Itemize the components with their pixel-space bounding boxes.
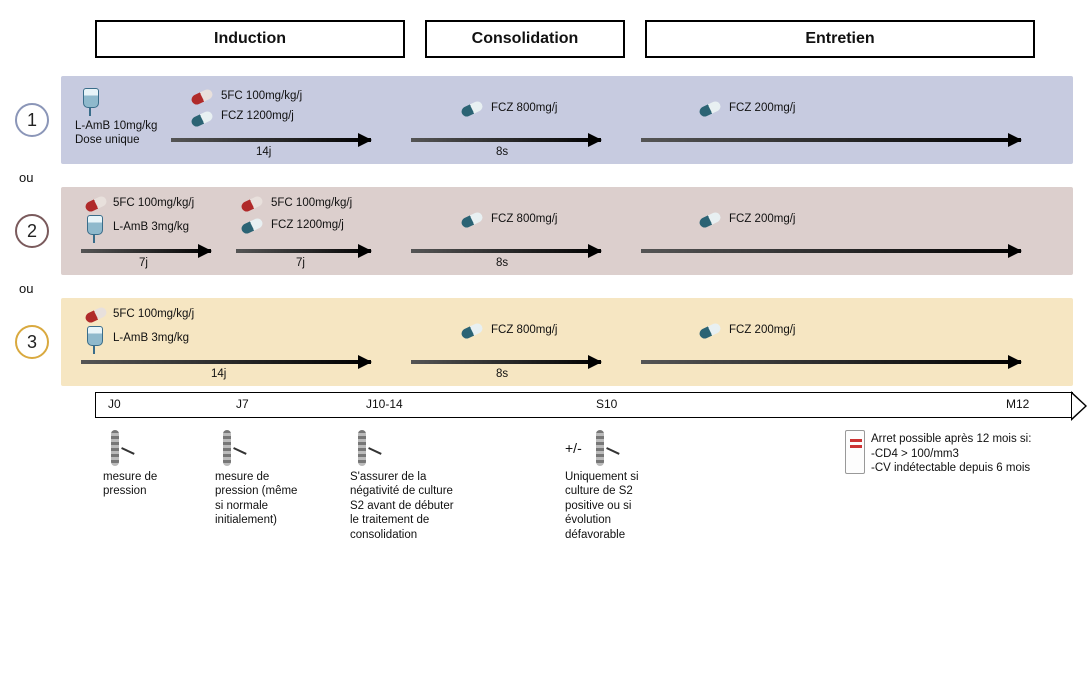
regimen-band-3: 5FC 100mg/kg/j L-AmB 3mg/kg 14j FCZ 800mg/j…	[61, 298, 1073, 386]
pill-red-icon	[240, 195, 264, 213]
ivbag-icon	[85, 324, 103, 354]
footer-row: mesure depressionmesure depression (même…	[95, 430, 1073, 550]
duration-label: 14j	[256, 146, 271, 158]
regimen-area: 1 L-AmB 10mg/kg Dose unique 5FC 100mg/kg/j F…	[15, 76, 1073, 386]
pill-teal-icon	[698, 100, 722, 118]
drug-label: FCZ 1200mg/j	[271, 219, 344, 231]
drug-label: FCZ 800mg/j	[491, 213, 557, 225]
drug-label: 5FC 100mg/kg/j	[113, 197, 194, 209]
duration-arrow	[641, 249, 1021, 253]
pill-red-icon	[84, 306, 108, 324]
regimen-number-1: 1	[15, 103, 49, 137]
pill-red-icon	[190, 88, 214, 106]
footer-item: Arret possible après 12 mois si:-CD4 > 1…	[845, 430, 1085, 478]
duration-arrow	[411, 249, 601, 253]
pill-teal-icon	[240, 217, 264, 235]
phase-induction: Induction	[95, 20, 405, 58]
footer-text-line: négativité de culture	[350, 484, 453, 498]
separator-ou: ou	[19, 281, 1073, 296]
footer-text-line: défavorable	[565, 528, 625, 542]
ivbag-icon	[81, 86, 99, 116]
drug-label: FCZ 1200mg/j	[221, 110, 294, 122]
regimen-row-3: 3 5FC 100mg/kg/j L-AmB 3mg/kg 14j FCZ 800mg/…	[15, 298, 1073, 386]
timeline-tick: J7	[236, 397, 249, 411]
duration-arrow	[171, 138, 371, 142]
drug-label: FCZ 200mg/j	[729, 102, 795, 114]
drug-label: L-AmB 3mg/kg	[113, 221, 189, 233]
timeline-tick: J10-14	[366, 397, 403, 411]
footer-item: mesure depression	[103, 430, 203, 499]
footer-text-line: S'assurer de la	[350, 470, 426, 484]
regimen-number-3: 3	[15, 325, 49, 359]
lumbar-puncture-icon	[215, 430, 241, 466]
footer-text-line: consolidation	[350, 528, 417, 542]
footer-text: Arret possible après 12 mois si:-CD4 > 1…	[871, 432, 1031, 475]
duration-label: 8s	[496, 257, 508, 269]
regimen-band-1: L-AmB 10mg/kg Dose unique 5FC 100mg/kg/j FC…	[61, 76, 1073, 164]
footer-text-line: mesure de	[215, 470, 269, 484]
duration-arrow	[641, 138, 1021, 142]
regimen-row-1: 1 L-AmB 10mg/kg Dose unique 5FC 100mg/kg/j F…	[15, 76, 1073, 164]
drug-label: FCZ 800mg/j	[491, 102, 557, 114]
duration-arrow	[81, 249, 211, 253]
drug-label: FCZ 800mg/j	[491, 324, 557, 336]
drug-label: 5FC 100mg/kg/j	[271, 197, 352, 209]
plus-minus-label: +/-	[565, 440, 582, 458]
timeline-tick: S10	[596, 397, 617, 411]
footer-text-line: pression	[103, 484, 146, 498]
timeline-axis: J0 J7 J10-14 S10 M12	[95, 392, 1073, 418]
drug-label: Dose unique	[75, 134, 140, 146]
drug-label: 5FC 100mg/kg/j	[221, 90, 302, 102]
pill-red-icon	[84, 195, 108, 213]
timeline-tick: J0	[108, 397, 121, 411]
duration-label: 8s	[496, 146, 508, 158]
pill-teal-icon	[460, 100, 484, 118]
duration-arrow	[236, 249, 371, 253]
footer-text-line: positive ou si	[565, 499, 631, 513]
duration-label: 14j	[211, 368, 226, 380]
footer-text-line: mesure de	[103, 470, 157, 484]
pill-teal-icon	[460, 211, 484, 229]
duration-label: 8s	[496, 368, 508, 380]
drug-label: L-AmB 10mg/kg	[75, 120, 157, 132]
footer-item: S'assurer de lanégativité de cultureS2 a…	[350, 430, 500, 542]
test-strip-icon	[845, 430, 865, 474]
duration-arrow	[411, 138, 601, 142]
duration-arrow	[641, 360, 1021, 364]
footer-text-line: culture de S2	[565, 484, 633, 498]
duration-label: 7j	[139, 257, 148, 269]
duration-arrow	[81, 360, 371, 364]
footer-text-line: initialement)	[215, 513, 277, 527]
phase-consolidation: Consolidation	[425, 20, 625, 58]
separator-ou: ou	[19, 170, 1073, 185]
footer-text-line: pression (même	[215, 484, 297, 498]
regimen-band-2: 5FC 100mg/kg/j L-AmB 3mg/kg 7j 5FC 100mg/kg…	[61, 187, 1073, 275]
pill-teal-icon	[698, 322, 722, 340]
duration-arrow	[411, 360, 601, 364]
footer-text-line: le traitement de	[350, 513, 429, 527]
regimen-number-2: 2	[15, 214, 49, 248]
lumbar-puncture-icon	[350, 430, 376, 466]
pill-teal-icon	[190, 110, 214, 128]
pill-teal-icon	[460, 322, 484, 340]
phase-headers: Induction Consolidation Entretien	[95, 20, 1073, 58]
footer-item: mesure depression (mêmesi normaleinitial…	[215, 430, 345, 528]
drug-label: 5FC 100mg/kg/j	[113, 308, 194, 320]
drug-label: L-AmB 3mg/kg	[113, 332, 189, 344]
footer-text-line: S2 avant de débuter	[350, 499, 454, 513]
pill-teal-icon	[698, 211, 722, 229]
footer-text-line: évolution	[565, 513, 611, 527]
timeline-tick: M12	[1006, 397, 1029, 411]
footer-text-line: si normale	[215, 499, 268, 513]
lumbar-puncture-icon	[103, 430, 129, 466]
lumbar-puncture-icon	[588, 430, 614, 466]
regimen-row-2: 25FC 100mg/kg/jL-AmB 3mg/kg7j5FC 100mg/k…	[15, 187, 1073, 275]
duration-label: 7j	[296, 257, 305, 269]
footer-text-line: Uniquement si	[565, 470, 639, 484]
drug-label: FCZ 200mg/j	[729, 324, 795, 336]
drug-label: FCZ 200mg/j	[729, 213, 795, 225]
phase-entretien: Entretien	[645, 20, 1035, 58]
footer-item: +/- Uniquement siculture de S2positive ou…	[565, 430, 715, 542]
ivbag-icon	[85, 213, 103, 243]
